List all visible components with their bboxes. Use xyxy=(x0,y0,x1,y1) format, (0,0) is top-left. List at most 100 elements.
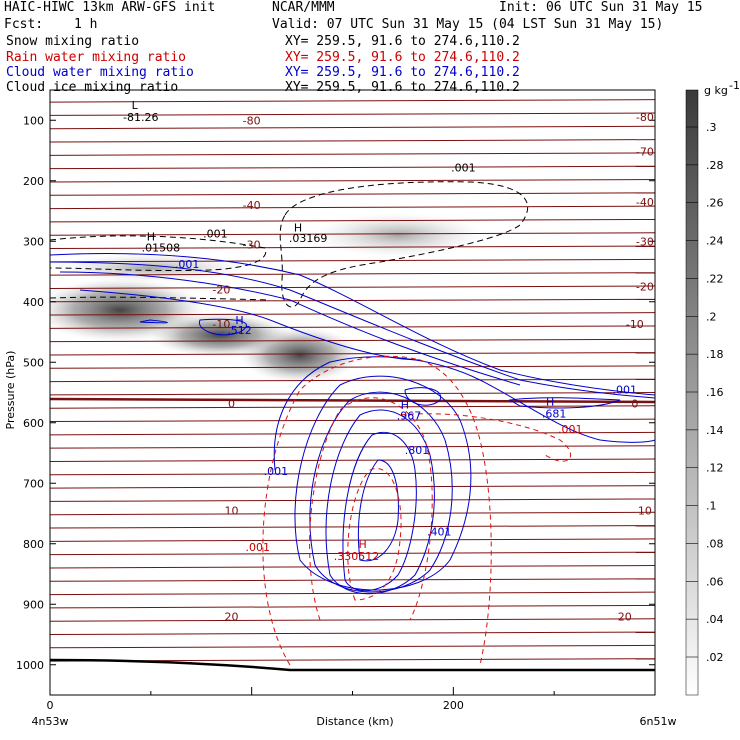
cloud-water-contours xyxy=(50,253,655,595)
isotherm-line xyxy=(50,631,655,635)
isotherm-label: -20 xyxy=(636,281,654,294)
colorbar-tick-label: .12 xyxy=(706,462,724,475)
legend-snow-name: Snow mixing ratio xyxy=(6,34,140,49)
isotherm-label: -70 xyxy=(636,146,654,159)
isotherm-line xyxy=(50,431,655,436)
isotherm-label: -30 xyxy=(636,235,654,248)
colorbar-unit: g kg xyxy=(704,84,728,97)
y-tick-label: 800 xyxy=(23,538,44,551)
colorbar-tick-label: .18 xyxy=(706,348,724,361)
field-labels: L-81.26.001.001H.01508H.03169.001H.512H.… xyxy=(123,99,637,563)
field-label: .001 xyxy=(451,161,476,174)
isotherm-line xyxy=(50,644,655,649)
cloud-ice-contours xyxy=(50,181,529,308)
isotherm-line xyxy=(50,445,655,449)
legend-cloudice-name: Cloud ice mixing ratio xyxy=(6,80,179,95)
isotherm-label: -20 xyxy=(212,284,230,297)
field-label: .401 xyxy=(427,526,452,539)
isotherm-line xyxy=(50,604,655,609)
isotherm-label: 10 xyxy=(225,504,239,517)
plot-area xyxy=(50,99,655,672)
isotherm-line xyxy=(50,578,655,582)
snow-shading-upper xyxy=(313,213,483,257)
isotherm-label: -10 xyxy=(212,318,230,331)
colorbar-tick-label: .28 xyxy=(706,159,724,172)
y-tick-label: 200 xyxy=(23,175,44,188)
isotherm-line xyxy=(50,511,655,516)
field-label: .967 xyxy=(397,409,422,422)
isotherm-line xyxy=(50,298,655,303)
isotherm-label: -40 xyxy=(243,199,261,212)
isotherm-label: -80 xyxy=(243,114,261,127)
isotherm-line xyxy=(50,498,655,502)
isotherm-line xyxy=(50,285,655,289)
legend-cloudwater-xy: XY= 259.5, 91.6 to 274.6,110.2 xyxy=(285,65,520,80)
y-tick-label: 900 xyxy=(23,598,44,611)
field-label: H xyxy=(147,230,155,243)
rain-water-contours xyxy=(262,355,572,666)
field-label: .001 xyxy=(264,465,289,478)
x-tick-label: 0 xyxy=(47,699,54,712)
valid-time: Valid: 07 UTC Sun 31 May 15 (04 LST Sun … xyxy=(272,17,664,32)
isotherm-line xyxy=(50,112,655,116)
colorbar-tick-label: .26 xyxy=(706,197,724,210)
isotherm-label: 0 xyxy=(631,397,638,410)
isotherm-label: -10 xyxy=(626,318,644,331)
isotherm-line xyxy=(50,139,655,143)
colorbar-unit-exp: -1 xyxy=(729,79,740,92)
field-label: H xyxy=(358,538,366,551)
colorbar xyxy=(685,89,699,696)
colorbar-tick-label: .2 xyxy=(706,310,717,323)
y-tick-label: 1000 xyxy=(16,659,44,672)
isotherm-line xyxy=(50,192,655,196)
isotherm-label: 20 xyxy=(225,610,239,623)
x-tick-label: 200 xyxy=(443,699,464,712)
colorbar-tick-label: .24 xyxy=(706,235,724,248)
field-label: .001 xyxy=(245,541,270,554)
fcst-value: 1 h xyxy=(74,17,98,32)
isotherm-line xyxy=(50,418,655,423)
isotherm-label: -40 xyxy=(636,196,654,209)
isotherm-line xyxy=(50,405,655,409)
colorbar-tick-label: .02 xyxy=(706,651,724,664)
isotherm-line xyxy=(50,258,655,263)
isotherm-label: 0 xyxy=(228,397,235,410)
isotherm-label: 10 xyxy=(638,504,652,517)
org-label: NCAR/MMM xyxy=(272,0,335,15)
field-label: .03169 xyxy=(289,232,328,245)
init-time: Init: 06 UTC Sun 31 May 15 xyxy=(499,0,703,15)
isotherm-line xyxy=(50,165,655,170)
isotherm-line xyxy=(50,352,655,356)
x-end-label: 6n51w xyxy=(640,715,677,728)
legend-rain-xy: XY= 259.5, 91.6 to 274.6,110.2 xyxy=(285,50,520,65)
isotherm-line xyxy=(50,485,655,489)
x-start-label: 4n53w xyxy=(32,715,69,728)
field-label: .001 xyxy=(175,258,200,271)
field-label: .681 xyxy=(542,408,567,421)
colorbar-tick-label: .1 xyxy=(706,500,717,513)
isotherm-line xyxy=(50,272,655,276)
field-label: -81.26 xyxy=(123,111,158,124)
isotherm-line xyxy=(50,565,655,569)
field-label: .001 xyxy=(613,383,638,396)
fcst-label: Fcst: xyxy=(4,17,44,32)
field-label: .01508 xyxy=(142,241,181,254)
y-tick-label: 600 xyxy=(23,417,44,430)
y-tick-label: 500 xyxy=(23,356,44,369)
isotherm-line xyxy=(50,179,655,183)
isotherm-label: -80 xyxy=(636,111,654,124)
isotherm-line xyxy=(50,365,655,369)
field-label: .512 xyxy=(227,324,252,337)
legend-cloudice-xy: XY= 259.5, 91.6 to 274.6,110.2 xyxy=(285,80,520,95)
field-label: .330512 xyxy=(334,550,380,563)
isotherm-line xyxy=(50,591,655,596)
y-tick-label: 700 xyxy=(23,477,44,490)
legend-snow-xy: XY= 259.5, 91.6 to 274.6,110.2 xyxy=(285,34,520,49)
colorbar-ticks: .3 .28 .26 .24 .22 .2 .18 .16 .14 .12 .1 .08 .06 .04.… xyxy=(686,121,724,664)
colorbar-tick-label: .04 xyxy=(706,613,724,626)
field-label: .001 xyxy=(558,423,583,436)
temperature-isotherms xyxy=(50,99,655,662)
field-label: H xyxy=(294,221,302,234)
isotherm-line xyxy=(50,551,655,556)
